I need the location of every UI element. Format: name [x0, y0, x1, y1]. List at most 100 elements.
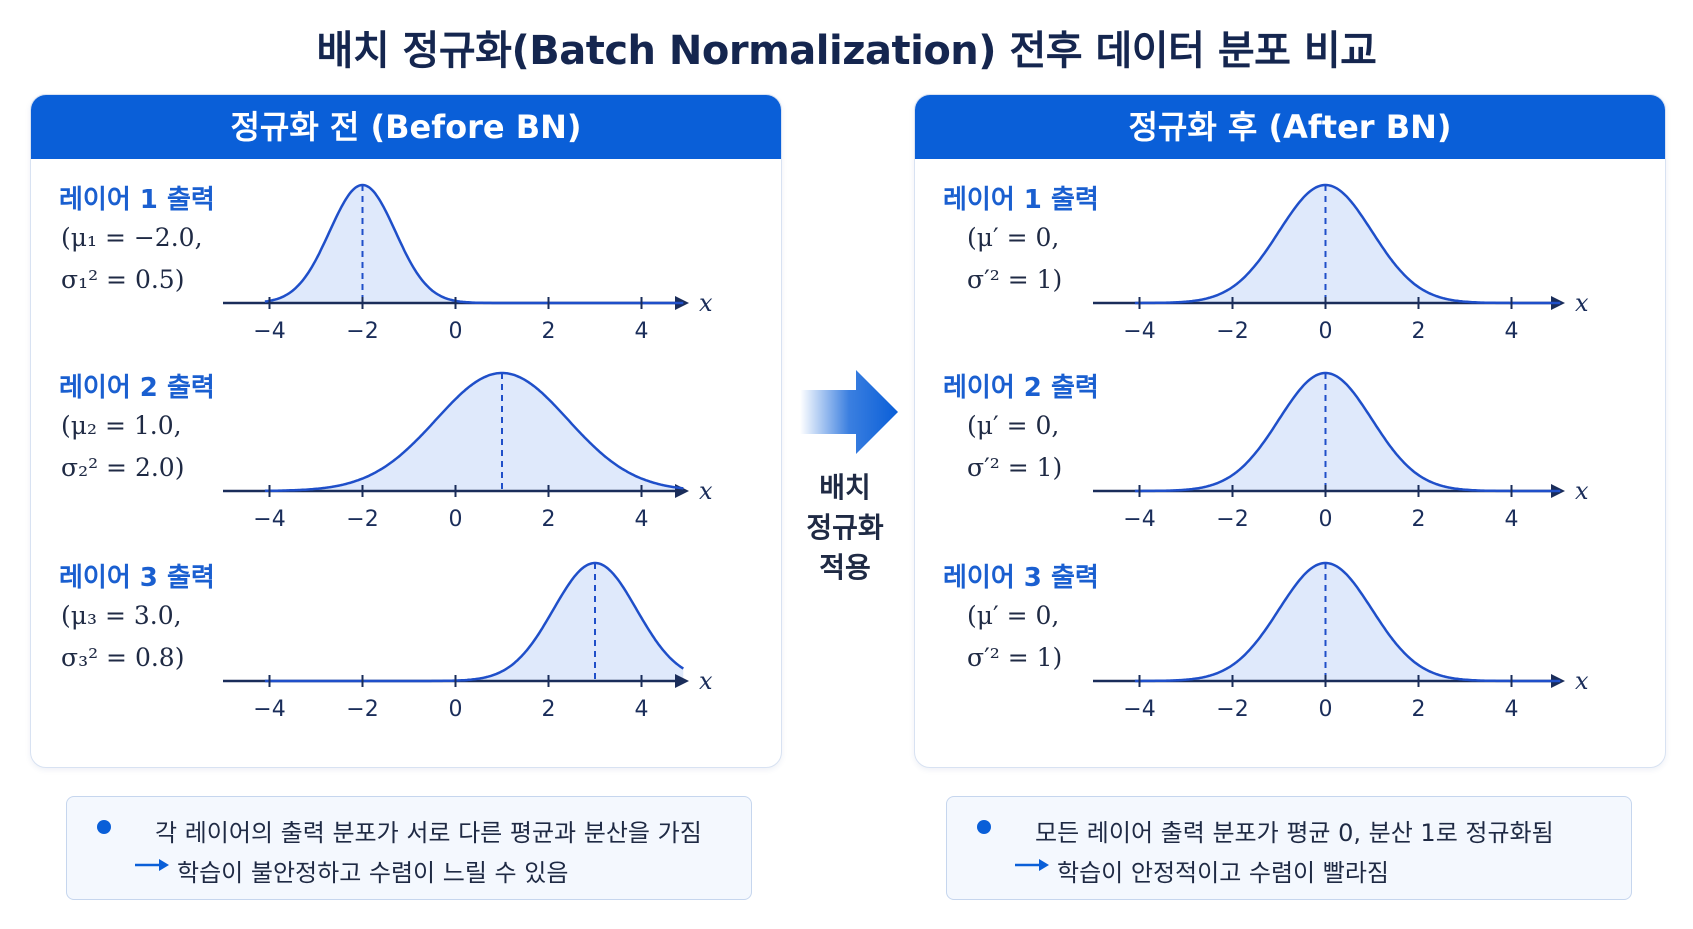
- middle-caption-line: 정규화: [806, 511, 884, 544]
- before-row-3: 레이어 3 출력 (μ₃ = 3.0, σ₃² = 0.8) x −4 −2 0 2 4: [31, 557, 781, 737]
- x-axis-label: x: [699, 289, 713, 317]
- before-header: 정규화 전 (Before BN): [31, 95, 781, 159]
- before-note: 각 레이어의 출력 분포가 서로 다른 평균과 분산을 가짐 학습이 불안정하고…: [66, 796, 752, 900]
- distribution-plot: x −4 −2 0 2 4: [223, 371, 713, 532]
- page-title: 배치 정규화(Batch Normalization) 전후 데이터 분포 비교: [316, 28, 1377, 74]
- x-tick-label: 4: [635, 507, 649, 532]
- x-tick-label: −2: [1216, 697, 1248, 722]
- row-label: 레이어 1 출력: [943, 185, 1099, 215]
- note-line: 학습이 불안정하고 수렴이 느릴 수 있음: [177, 859, 569, 887]
- x-tick-label: 2: [1412, 507, 1426, 532]
- distribution-area: [264, 373, 684, 491]
- x-tick-label: 0: [449, 507, 463, 532]
- distribution-curve: [264, 561, 685, 683]
- x-tick-label: −4: [253, 697, 285, 722]
- right-arrow-icon: [800, 370, 898, 454]
- row-param-variance: σ′² = 1): [967, 453, 1063, 482]
- distribution-plot: x −4 −2 0 2 4: [223, 561, 713, 722]
- x-tick-label: 0: [1319, 319, 1333, 344]
- row-label: 레이어 1 출력: [59, 185, 215, 215]
- distribution-curve: [1134, 371, 1561, 493]
- x-axis-arrow-icon: [675, 484, 689, 498]
- row-param-variance: σ′² = 1): [967, 643, 1063, 672]
- x-tick-label: −4: [1123, 697, 1155, 722]
- bullet-icon: [97, 820, 111, 834]
- after-panel: 정규화 후 (After BN) 레이어 1 출력 (μ′ = 0, σ′² =…: [914, 94, 1666, 768]
- x-axis-label: x: [1575, 289, 1589, 317]
- before-panel: 정규화 전 (Before BN) 레이어 1 출력 (μ₁ = −2.0, σ…: [30, 94, 782, 768]
- distribution-area: [264, 185, 684, 303]
- row-label: 레이어 3 출력: [59, 563, 215, 593]
- x-tick-label: 2: [542, 507, 556, 532]
- x-tick-label: −4: [1123, 319, 1155, 344]
- after-row-2: 레이어 2 출력 (μ′ = 0, σ′² = 1) x −4 −2 0 2 4: [915, 367, 1665, 547]
- row-param-variance: σ₁² = 0.5): [61, 265, 185, 294]
- distribution-curve: [264, 183, 684, 305]
- x-tick-label: 4: [1505, 507, 1519, 532]
- row-label: 레이어 2 출력: [943, 373, 1099, 403]
- x-tick-label: −2: [1216, 507, 1248, 532]
- distribution-curve: [1134, 561, 1561, 683]
- x-tick-label: −2: [1216, 319, 1248, 344]
- after-row-3: 레이어 3 출력 (μ′ = 0, σ′² = 1) x −4 −2 0 2 4: [915, 557, 1665, 737]
- note-line: 학습이 안정적이고 수렴이 빨라짐: [1057, 859, 1390, 887]
- row-param-mean: (μ₂ = 1.0,: [61, 411, 182, 440]
- x-tick-label: −4: [1123, 507, 1155, 532]
- middle-caption-line: 배치: [819, 471, 871, 504]
- distribution-plot: x −4 −2 0 2 4: [1093, 561, 1589, 722]
- after-row-1: 레이어 1 출력 (μ′ = 0, σ′² = 1) x −4 −2 0 2 4: [915, 179, 1665, 359]
- row-param-mean: (μ′ = 0,: [967, 411, 1060, 440]
- distribution-plot: x −4 −2 0 2 4: [1093, 183, 1589, 344]
- distribution-area: [1134, 373, 1561, 491]
- x-tick-label: −4: [253, 507, 285, 532]
- x-tick-label: 4: [635, 697, 649, 722]
- before-row-2: 레이어 2 출력 (μ₂ = 1.0, σ₂² = 2.0) x −4 −2 0 2 4: [31, 367, 781, 547]
- x-tick-label: 0: [449, 319, 463, 344]
- distribution-area: [1134, 185, 1561, 303]
- x-tick-label: 0: [449, 697, 463, 722]
- distribution-curve: [264, 371, 684, 493]
- row-param-variance: σ₃² = 0.8): [61, 643, 185, 672]
- arrow-right-icon: [135, 859, 169, 871]
- middle-caption: 배치 정규화 적용: [790, 468, 900, 588]
- row-label: 레이어 2 출력: [59, 373, 215, 403]
- note-line: 모든 레이어 출력 분포가 평균 0, 분산 1로 정규화됨: [1035, 819, 1554, 847]
- row-param-mean: (μ₃ = 3.0,: [61, 601, 182, 630]
- distribution-plot: x −4 −2 0 2 4: [223, 183, 713, 344]
- x-tick-label: −4: [253, 319, 285, 344]
- distribution-curve: [1134, 183, 1561, 305]
- after-header: 정규화 후 (After BN): [915, 95, 1665, 159]
- row-param-mean: (μ₁ = −2.0,: [61, 223, 203, 252]
- after-note: 모든 레이어 출력 분포가 평균 0, 분산 1로 정규화됨 학습이 안정적이고…: [946, 796, 1632, 900]
- x-tick-label: −2: [346, 507, 378, 532]
- distribution-area: [1134, 563, 1561, 681]
- middle-caption-line: 적용: [819, 551, 871, 584]
- x-tick-label: 4: [1505, 697, 1519, 722]
- x-axis-label: x: [699, 667, 713, 695]
- arrow-right-icon: [1015, 859, 1049, 871]
- x-tick-label: 4: [635, 319, 649, 344]
- x-tick-label: −2: [346, 319, 378, 344]
- x-tick-label: 2: [542, 697, 556, 722]
- x-tick-label: 2: [542, 319, 556, 344]
- row-param-variance: σ′² = 1): [967, 265, 1063, 294]
- x-tick-label: 0: [1319, 507, 1333, 532]
- x-axis-label: x: [1575, 477, 1589, 505]
- note-line: 각 레이어의 출력 분포가 서로 다른 평균과 분산을 가짐: [155, 819, 702, 847]
- x-tick-label: 2: [1412, 319, 1426, 344]
- x-tick-label: 2: [1412, 697, 1426, 722]
- distribution-plot: x −4 −2 0 2 4: [1093, 371, 1589, 532]
- row-param-variance: σ₂² = 2.0): [61, 453, 185, 482]
- x-tick-label: 4: [1505, 319, 1519, 344]
- x-tick-label: 0: [1319, 697, 1333, 722]
- distribution-area: [264, 563, 684, 681]
- before-row-1: 레이어 1 출력 (μ₁ = −2.0, σ₁² = 0.5) x −4 −2 0 2 4: [31, 179, 781, 359]
- x-axis-arrow-icon: [675, 674, 689, 688]
- x-tick-label: −2: [346, 697, 378, 722]
- x-axis-label: x: [699, 477, 713, 505]
- bullet-icon: [977, 820, 991, 834]
- row-param-mean: (μ′ = 0,: [967, 223, 1060, 252]
- row-label: 레이어 3 출력: [943, 563, 1099, 593]
- x-axis-label: x: [1575, 667, 1589, 695]
- row-param-mean: (μ′ = 0,: [967, 601, 1060, 630]
